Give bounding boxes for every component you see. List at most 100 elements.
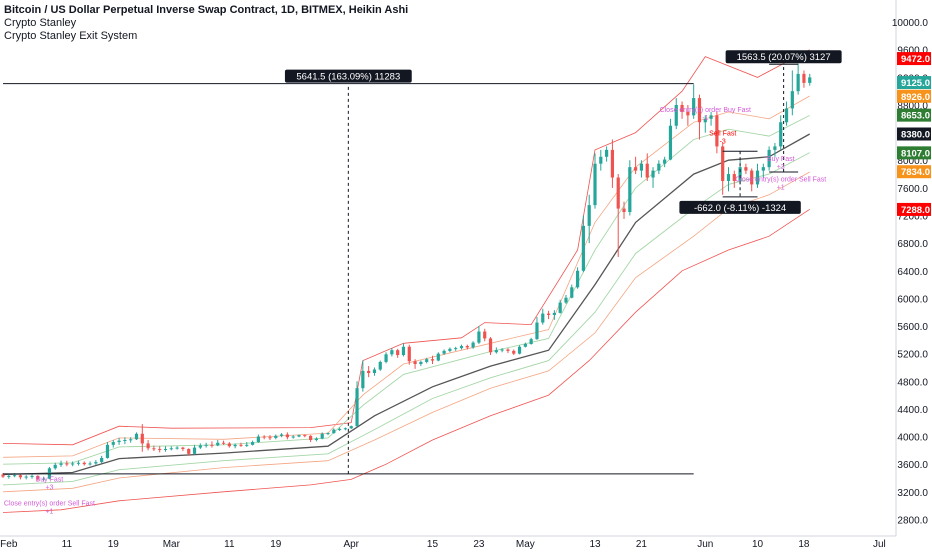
candle-body[interactable]: [401, 346, 406, 356]
candle-body[interactable]: [575, 270, 580, 288]
candle-body[interactable]: [274, 435, 278, 438]
candle-body[interactable]: [413, 361, 417, 365]
candle-body[interactable]: [349, 426, 353, 429]
symbol-title[interactable]: Bitcoin / US Dollar Perpetual Inverse Sw…: [4, 4, 409, 16]
candle-body[interactable]: [175, 447, 179, 449]
candle-body[interactable]: [268, 437, 272, 439]
candle-body[interactable]: [738, 167, 742, 181]
candle-body[interactable]: [192, 447, 197, 454]
candle-body[interactable]: [18, 475, 23, 478]
candle-body[interactable]: [88, 463, 92, 465]
candle-body[interactable]: [198, 445, 202, 448]
candle-body[interactable]: [483, 331, 487, 339]
candle-body[interactable]: [326, 433, 330, 435]
candle-body[interactable]: [59, 463, 63, 465]
candle-body[interactable]: [459, 346, 464, 349]
candle-body[interactable]: [703, 118, 707, 123]
candle-body[interactable]: [581, 225, 585, 271]
candle-body[interactable]: [639, 163, 644, 171]
candle-body[interactable]: [250, 442, 255, 445]
candle-body[interactable]: [361, 370, 365, 389]
candle-body[interactable]: [732, 174, 736, 181]
candle-body[interactable]: [117, 440, 121, 443]
candle-body[interactable]: [140, 433, 144, 444]
candle-body[interactable]: [593, 163, 597, 206]
candle-body[interactable]: [105, 444, 110, 458]
candle-body[interactable]: [338, 428, 342, 430]
candle-body[interactable]: [372, 369, 377, 373]
candle-body[interactable]: [697, 98, 702, 123]
candle-body[interactable]: [419, 361, 423, 365]
candle-body[interactable]: [767, 149, 771, 168]
candle-body[interactable]: [784, 108, 789, 123]
candle-body[interactable]: [233, 444, 237, 447]
study-crypto-stanley[interactable]: Crypto Stanley: [4, 17, 77, 29]
candle-body[interactable]: [152, 448, 156, 450]
candle-body[interactable]: [384, 354, 388, 362]
candle-body[interactable]: [430, 359, 435, 361]
candle-body[interactable]: [680, 104, 684, 112]
candle-body[interactable]: [488, 338, 493, 353]
candle-body[interactable]: [245, 444, 249, 446]
candle-body[interactable]: [343, 428, 348, 430]
candle-body[interactable]: [773, 146, 777, 150]
candle-body[interactable]: [291, 436, 295, 438]
candle-body[interactable]: [314, 438, 319, 440]
candle-body[interactable]: [541, 313, 545, 323]
candle-body[interactable]: [750, 170, 754, 185]
candle-body[interactable]: [256, 436, 260, 443]
candle-body[interactable]: [390, 350, 394, 355]
candle-body[interactable]: [53, 464, 57, 469]
candle-body[interactable]: [709, 115, 713, 119]
candle-body[interactable]: [564, 297, 568, 303]
candle-body[interactable]: [134, 433, 139, 440]
candle-body[interactable]: [570, 287, 574, 298]
candle-body[interactable]: [94, 462, 98, 464]
candle-body[interactable]: [210, 444, 214, 446]
candle-body[interactable]: [721, 146, 725, 181]
candle-body[interactable]: [668, 125, 673, 160]
candle-body[interactable]: [448, 348, 452, 351]
candle-body[interactable]: [471, 342, 475, 348]
candle-body[interactable]: [221, 442, 226, 444]
candle-body[interactable]: [30, 475, 34, 477]
candle-body[interactable]: [204, 444, 208, 446]
candle-body[interactable]: [367, 370, 371, 373]
candle-body[interactable]: [500, 349, 504, 351]
candle-body[interactable]: [622, 208, 626, 213]
candle-body[interactable]: [512, 350, 516, 354]
candle-body[interactable]: [123, 439, 127, 441]
candle-body[interactable]: [628, 167, 632, 213]
candle-body[interactable]: [279, 434, 284, 436]
candle-body[interactable]: [506, 349, 510, 351]
candle-body[interactable]: [169, 448, 173, 450]
candle-body[interactable]: [465, 346, 469, 348]
candle-body[interactable]: [407, 346, 411, 362]
candle-body[interactable]: [158, 448, 162, 450]
candle-body[interactable]: [546, 313, 551, 315]
candle-body[interactable]: [587, 205, 591, 226]
candle-body[interactable]: [663, 159, 667, 164]
candle-body[interactable]: [285, 434, 289, 438]
candle-body[interactable]: [187, 448, 191, 454]
candle-body[interactable]: [523, 343, 527, 347]
candle-body[interactable]: [657, 163, 661, 171]
candle-body[interactable]: [808, 77, 812, 83]
candle-body[interactable]: [726, 174, 731, 181]
candle-body[interactable]: [529, 339, 533, 344]
candle-body[interactable]: [517, 346, 522, 354]
candle-body[interactable]: [262, 436, 266, 438]
candle-body[interactable]: [76, 462, 81, 464]
candle-body[interactable]: [396, 350, 400, 356]
candle-body[interactable]: [610, 149, 615, 178]
candle-body[interactable]: [442, 350, 446, 354]
study-crypto-stanley-exit[interactable]: Crypto Stanley Exit System: [4, 30, 138, 42]
candle-body[interactable]: [71, 463, 75, 465]
candle-body[interactable]: [425, 359, 429, 362]
candle-body[interactable]: [24, 476, 28, 478]
candle-body[interactable]: [535, 322, 539, 340]
candle-body[interactable]: [239, 444, 243, 446]
candle-body[interactable]: [332, 429, 336, 434]
